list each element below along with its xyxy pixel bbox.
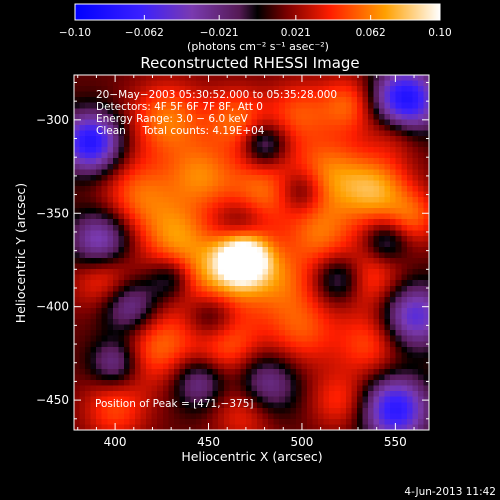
colorbar-frame [74, 3, 441, 21]
x-tick-label: 450 [197, 435, 220, 449]
colorbar-tick-label: −0.021 [200, 27, 239, 39]
y-tick-label: −350 [36, 206, 69, 220]
info-block: 20−May−2003 05:30:52.000 to 05:35:28.000… [96, 89, 337, 137]
plot-frame [73, 74, 430, 431]
heatmap-image [74, 75, 429, 430]
colorbar-tick-label: −0.062 [125, 27, 164, 39]
footer-timestamp: 4-Jun-2013 11:42 [404, 486, 496, 498]
y-tick-label: −450 [36, 393, 69, 407]
x-axis-label: Heliocentric X (arcsec) [181, 449, 322, 464]
colorbar: −0.10 −0.062 −0.021 0.021 0.062 0.10 (photons… [59, 3, 452, 53]
peak-position-label: Position of Peak = [471,−375] [95, 398, 254, 410]
chart-title: Reconstructed RHESSI Image [140, 54, 359, 72]
colorbar-tick-label: 0.10 [428, 27, 451, 39]
colorbar-tick-label: 0.062 [356, 27, 386, 39]
colorbar-tick-label: 0.021 [281, 27, 311, 39]
y-tick-label: −400 [36, 300, 69, 314]
colorbar-fill [75, 4, 440, 20]
info-line-energy: Energy Range: 3.0 − 6.0 keV [96, 113, 249, 125]
info-line-counts: Clean Total counts: 4.19E+04 [96, 125, 265, 137]
y-axis-label: Heliocentric Y (arcsec) [13, 183, 28, 323]
x-tick-label: 500 [290, 435, 313, 449]
x-tick-label: 550 [384, 435, 407, 449]
x-tick-label: 400 [104, 435, 127, 449]
plot-area: 400 450 500 550 −300 −350 −400 −450 [36, 74, 430, 449]
colorbar-tick-label: −0.10 [59, 27, 91, 39]
colorbar-unit-label: (photons cm⁻² s⁻¹ asec⁻²) [187, 40, 329, 53]
axis-ticks: 400 450 500 550 −300 −350 −400 −450 [36, 75, 429, 449]
info-line-detectors: Detectors: 4F 5F 6F 7F 8F, Att 0 [96, 101, 263, 113]
colorbar-ticks: −0.10 −0.062 −0.021 0.021 0.062 0.10 [59, 15, 452, 39]
info-line-time: 20−May−2003 05:30:52.000 to 05:35:28.000 [96, 89, 337, 101]
y-tick-label: −300 [36, 113, 69, 127]
